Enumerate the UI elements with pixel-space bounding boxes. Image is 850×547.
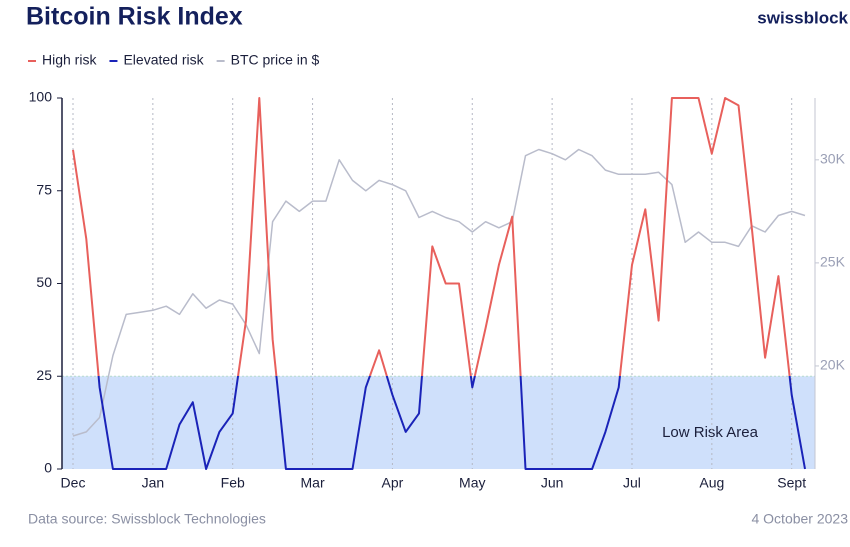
legend-label: High risk [42,52,97,68]
y-tick-label: 0 [44,460,52,476]
x-tick-label: Jan [142,475,165,491]
low-risk-label: Low Risk Area [662,424,759,441]
y2-tick-label: 20K [820,357,846,373]
x-tick-label: Apr [382,475,404,491]
y2-tick-label: 30K [820,151,846,167]
x-tick-label: May [459,475,485,491]
series-line [97,376,806,470]
low-risk-area [62,376,815,469]
date: 4 October 2023 [751,511,848,527]
series-line [72,148,806,437]
legend: High risk Elevated risk BTC price in $ [28,52,320,68]
y-tick-label: 75 [36,181,52,197]
x-tick-label: Mar [301,475,325,491]
brand: swissblock [757,8,848,27]
chart-title: Bitcoin Risk Index [26,3,243,31]
source: Data source: Swissblock Technologies [28,511,266,527]
series-line [72,97,791,376]
y-tick-label: 100 [29,89,53,105]
y-tick-label: 50 [36,274,52,290]
x-tick-label: Dec [61,475,86,491]
legend-label: Elevated risk [123,52,204,68]
x-tick-label: Feb [221,475,245,491]
plot-area: Low Risk Area Dec Jan Feb Mar Apr May Jun Jul Aug… [29,89,846,491]
y2-tick-label: 25K [820,254,846,270]
x-tick-label: Jul [623,475,641,491]
x-tick-label: Sept [777,475,806,491]
x-tick-label: Jun [541,475,564,491]
x-tick-label: Aug [699,475,724,491]
y-tick-label: 25 [36,367,52,383]
legend-label: BTC price in $ [231,52,320,68]
